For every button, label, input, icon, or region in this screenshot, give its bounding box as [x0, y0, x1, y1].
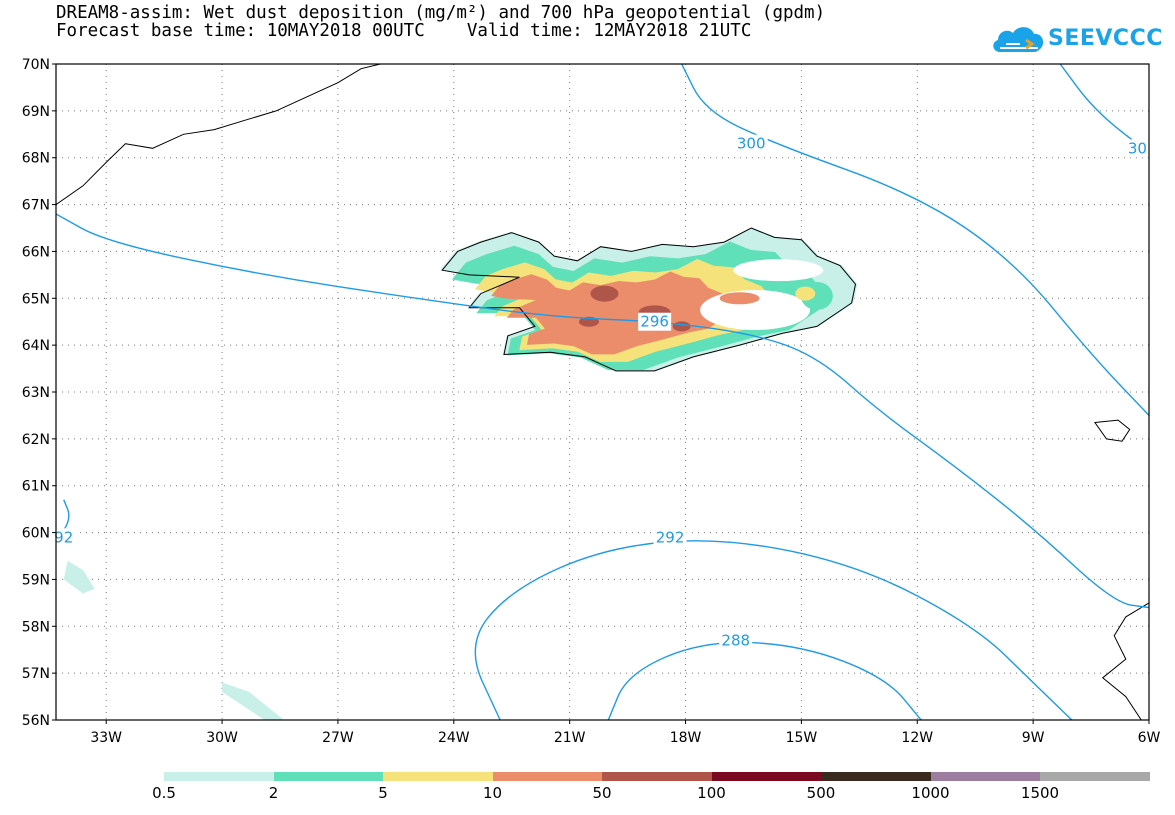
colorbar-label: 500: [806, 784, 836, 802]
contour-label-bg: [51, 528, 76, 547]
colorbar-swatch: [602, 772, 712, 781]
lon-label: 18W: [670, 730, 702, 746]
dust-level-5: [795, 286, 816, 301]
contour-label: 300: [737, 135, 766, 153]
colorbar-swatch: [1040, 772, 1150, 781]
chart-title: DREAM8-assim: Wet dust deposition (mg/m²…: [56, 3, 826, 23]
iceland-coastline: [441, 227, 857, 372]
contour-288: [607, 641, 922, 720]
logo-text: SEEVCCC: [1048, 26, 1163, 51]
map-gridlines: [56, 64, 1149, 720]
lat-label: 60N: [22, 526, 50, 542]
contour-300-ne: [1059, 64, 1149, 154]
contour-label-bg: [1125, 139, 1150, 158]
colorbar-swatch: [383, 772, 493, 781]
lat-label: 66N: [22, 244, 50, 260]
lat-label: 56N: [22, 713, 50, 729]
lon-label: 30W: [206, 730, 238, 746]
colorbar-label: 10: [482, 784, 503, 802]
contour-label-bg: [638, 312, 672, 331]
colorbar-swatch: [930, 772, 1041, 781]
dust-level-10: [491, 271, 731, 355]
dust-level-10: [719, 292, 760, 305]
latitude-labels: 70N 69N 68N 67N 66N 65N 64N 63N 62N 61N 60N 59N 58N 5…: [22, 57, 56, 729]
dust-level-50: [590, 285, 619, 302]
seevccc-logo: SEEVCCC: [990, 18, 1162, 58]
colorbar-label: 1500: [1020, 784, 1060, 802]
lat-label: 59N: [22, 572, 50, 588]
lat-label: 63N: [22, 385, 50, 401]
colorbar-swatch: [492, 772, 603, 781]
lat-label: 65N: [22, 291, 50, 307]
lat-label: 61N: [22, 479, 50, 495]
colorbar-swatch: [711, 772, 822, 781]
lon-label: 15W: [786, 730, 818, 746]
lat-label: 57N: [22, 666, 50, 682]
geopotential-contours: [56, 64, 1149, 720]
lat-label: 68N: [22, 151, 50, 167]
colorbar-label: 50: [592, 784, 612, 802]
contour-label: 30: [1128, 139, 1147, 157]
lat-label: 64N: [22, 338, 50, 354]
contour-label: 292: [656, 528, 685, 546]
contour-label-bg: [653, 528, 687, 547]
lon-label: 27W: [322, 730, 354, 746]
lon-label: 12W: [901, 730, 933, 746]
contour-label: 296: [640, 313, 669, 331]
colorbar-label: 0.5: [152, 784, 176, 802]
lat-label: 69N: [22, 104, 50, 120]
contour-label-bg: [734, 134, 768, 153]
cloud-icon: [993, 27, 1044, 52]
faroe-coastline: [1093, 419, 1131, 442]
scotland-coastline: [1101, 602, 1149, 720]
colorbar-swatch: [821, 772, 931, 781]
lon-label: 21W: [554, 730, 586, 746]
colorbar-label: 1000: [911, 784, 950, 802]
lon-label: 6W: [1138, 730, 1161, 746]
contour-label: 288: [721, 631, 750, 649]
contour-296: [56, 213, 1149, 609]
colorbar-swatch: [273, 772, 384, 781]
dust-level-50: [672, 321, 691, 332]
contour-labels: 300 30 296 292 288 92: [51, 134, 1150, 650]
chart-subtitle: Forecast base time: 10MAY2018 00UTC Vali…: [56, 21, 752, 41]
lat-label: 70N: [22, 57, 50, 73]
colorbar-swatch: [164, 772, 274, 781]
longitude-labels: 33W 30W 27W 24W 21W 18W 15W 12W 9W 6W: [90, 720, 1161, 746]
colorbar-label: 5: [378, 784, 388, 802]
contour-label: 92: [54, 528, 73, 546]
lat-label: 67N: [22, 198, 50, 214]
lat-label: 62N: [22, 432, 50, 448]
contour-label-bg: [719, 631, 753, 650]
colorbar-label: 100: [697, 784, 726, 802]
contour-300: [681, 64, 1149, 416]
contour-292: [474, 540, 1073, 720]
lat-label: 58N: [22, 619, 50, 635]
lon-label: 9W: [1022, 730, 1045, 746]
coastlines: [56, 64, 1149, 720]
lon-label: 24W: [438, 730, 470, 746]
contour-292-west: [56, 499, 70, 543]
dust-patch: [222, 682, 284, 720]
greenland-coastline: [56, 64, 381, 206]
dust-patch: [63, 560, 95, 594]
lon-label: 33W: [90, 730, 122, 746]
no-deposition-area: [733, 259, 824, 282]
colorbar-label: 2: [268, 784, 279, 802]
